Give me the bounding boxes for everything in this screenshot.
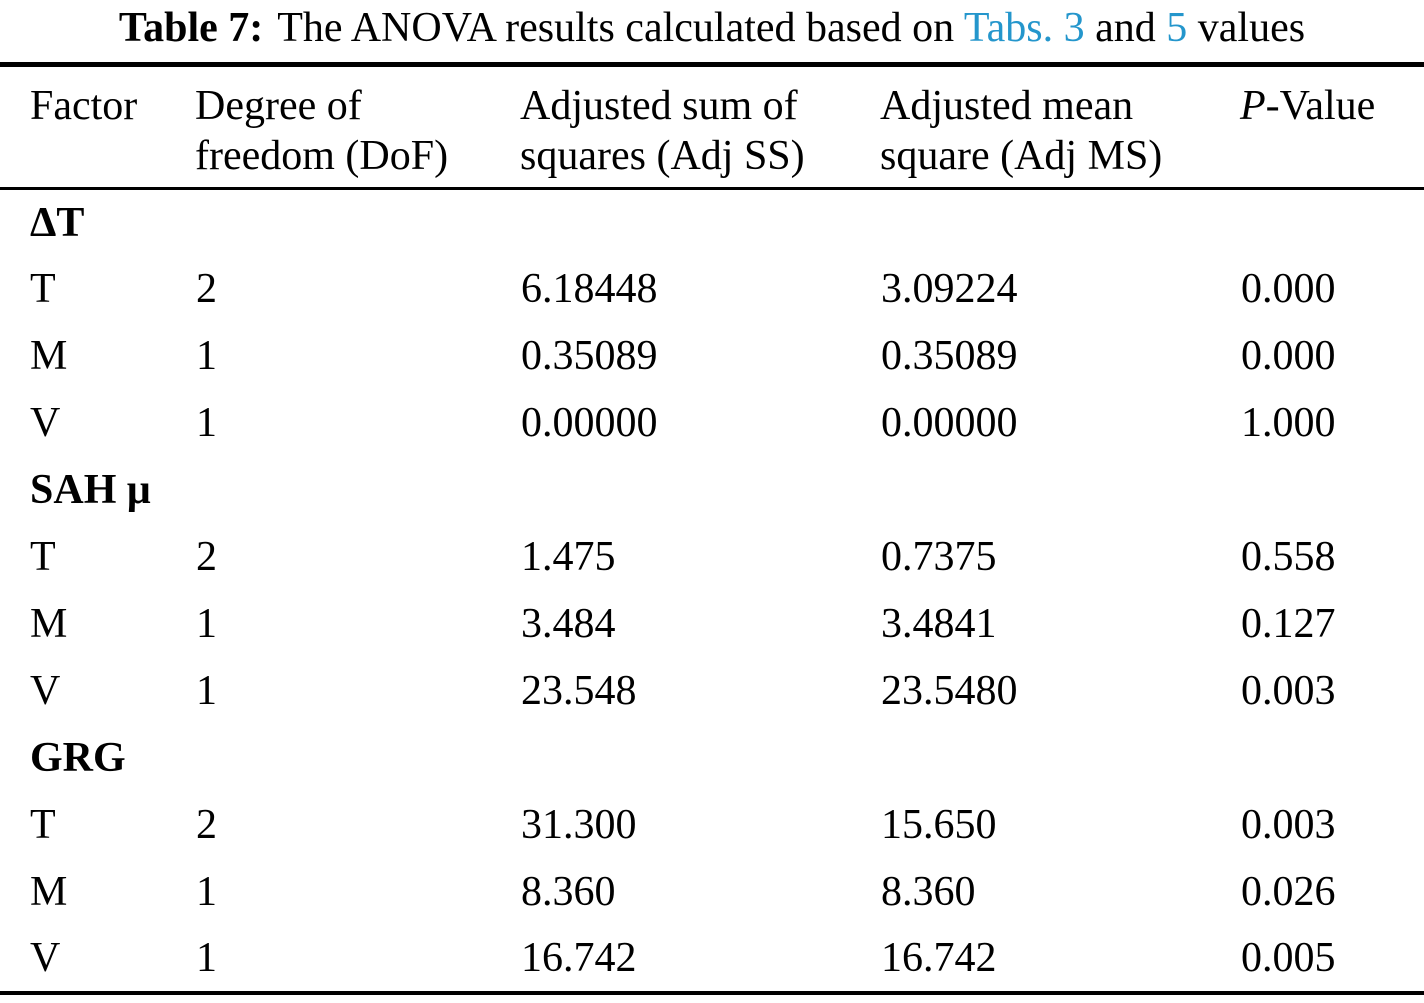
table-row: V 1 0.00000 0.00000 1.000 — [0, 390, 1424, 457]
cell-p-value: 0.005 — [1241, 935, 1336, 981]
cell-dof: 1 — [196, 869, 217, 915]
section-label: GRG — [30, 735, 126, 781]
cell-adj-ss: 3.484 — [521, 601, 616, 647]
cell-factor: M — [30, 333, 68, 379]
caption-text-prefix: The ANOVA results calculated based on — [277, 5, 955, 51]
caption-label: Table 7: — [118, 5, 264, 51]
cell-dof: 1 — [196, 601, 217, 647]
cell-p-value: 0.003 — [1241, 668, 1336, 714]
cell-p-value: 0.026 — [1241, 869, 1336, 915]
cell-dof: 2 — [196, 534, 217, 580]
cell-adj-ms: 3.4841 — [881, 601, 997, 647]
cell-adj-ms: 0.35089 — [881, 333, 1018, 379]
col-header-adj-ms: Adjusted mean square (Adj MS) — [880, 64, 1240, 190]
cell-factor: M — [30, 869, 68, 915]
cell-factor: M — [30, 601, 68, 647]
col-header-dof: Degree of freedom (DoF) — [195, 64, 520, 190]
cell-p-value: 1.000 — [1241, 400, 1336, 446]
anova-table: Factor Degree of freedom (DoF) Adjusted s… — [0, 62, 1424, 995]
cell-adj-ms: 8.360 — [881, 869, 976, 915]
cell-factor: V — [30, 400, 61, 446]
cell-adj-ss: 6.18448 — [521, 266, 658, 312]
cell-adj-ms: 0.7375 — [881, 534, 997, 580]
cell-dof: 1 — [196, 400, 217, 446]
section-row-delta-t: ΔT — [0, 189, 1424, 256]
cell-dof: 2 — [196, 802, 217, 848]
link-tab-5[interactable]: 5 — [1166, 5, 1188, 51]
cell-adj-ms: 16.742 — [881, 935, 997, 981]
table-row: M 1 3.484 3.4841 0.127 — [0, 591, 1424, 658]
cell-p-value: 0.000 — [1241, 266, 1336, 312]
cell-factor: T — [30, 802, 56, 848]
cell-factor: V — [30, 935, 61, 981]
col-header-adj-ss: Adjusted sum of squares (Adj SS) — [520, 64, 880, 190]
table-caption: Table 7: The ANOVA results calculated bas… — [0, 0, 1424, 56]
cell-adj-ms: 23.5480 — [881, 668, 1018, 714]
section-row-sah-mu: SAH μ — [0, 457, 1424, 524]
cell-p-value: 0.127 — [1241, 601, 1336, 647]
cell-factor: T — [30, 534, 56, 580]
cell-factor: V — [30, 668, 61, 714]
caption-conjunction: and — [1095, 5, 1156, 51]
section-label: SAH μ — [30, 467, 151, 513]
cell-adj-ms: 3.09224 — [881, 266, 1018, 312]
cell-dof: 1 — [196, 935, 217, 981]
table-row: T 2 1.475 0.7375 0.558 — [0, 524, 1424, 591]
cell-dof: 2 — [196, 266, 217, 312]
table-row: V 1 23.548 23.5480 0.003 — [0, 658, 1424, 725]
table-row: V 1 16.742 16.742 0.005 — [0, 926, 1424, 993]
cell-adj-ss: 23.548 — [521, 668, 637, 714]
cell-adj-ss: 31.300 — [521, 802, 637, 848]
col-header-p-value: P-Value — [1240, 64, 1424, 190]
table-row: M 1 8.360 8.360 0.026 — [0, 859, 1424, 926]
table-row: M 1 0.35089 0.35089 0.000 — [0, 323, 1424, 390]
section-label: ΔT — [30, 199, 85, 246]
cell-adj-ms: 0.00000 — [881, 400, 1018, 446]
cell-adj-ss: 1.475 — [521, 534, 616, 580]
link-tabs-3[interactable]: Tabs. 3 — [963, 5, 1085, 51]
cell-adj-ss: 16.742 — [521, 935, 637, 981]
cell-p-value: 0.000 — [1241, 333, 1336, 379]
cell-adj-ss: 0.35089 — [521, 333, 658, 379]
cell-adj-ss: 8.360 — [521, 869, 616, 915]
caption-text-suffix: values — [1197, 5, 1306, 51]
cell-p-value: 0.003 — [1241, 802, 1336, 848]
cell-factor: T — [30, 266, 56, 312]
table-row: T 2 31.300 15.650 0.003 — [0, 792, 1424, 859]
section-row-grg: GRG — [0, 725, 1424, 792]
cell-dof: 1 — [196, 668, 217, 714]
cell-p-value: 0.558 — [1241, 534, 1336, 580]
cell-adj-ms: 15.650 — [881, 802, 997, 848]
cell-dof: 1 — [196, 333, 217, 379]
header-row: Factor Degree of freedom (DoF) Adjusted s… — [0, 64, 1424, 190]
col-header-factor: Factor — [0, 64, 195, 190]
table-row: T 2 6.18448 3.09224 0.000 — [0, 256, 1424, 323]
cell-adj-ss: 0.00000 — [521, 400, 658, 446]
